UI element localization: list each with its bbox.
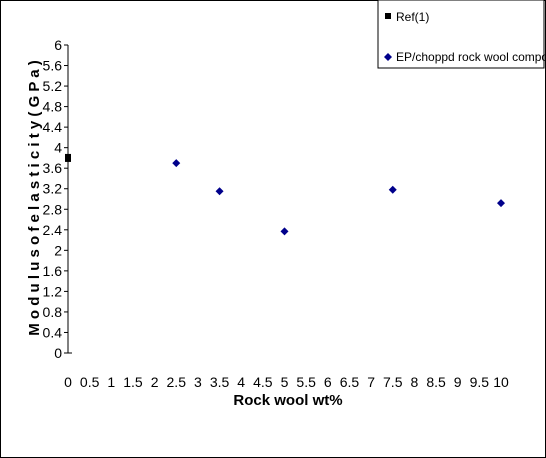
x-tick-label: 1.5	[123, 374, 143, 390]
x-tick-label: 4.5	[253, 374, 273, 390]
y-axis-title: M o d u l u s o f e l a s t i c i t y ( …	[26, 60, 43, 336]
x-tick-label: 0	[64, 374, 72, 390]
x-tick-label: 8	[411, 374, 419, 390]
legend-label-composite: EP/choppd rock wool composite	[396, 50, 546, 64]
y-tick-label: 4	[54, 140, 62, 156]
x-tick-label: 3	[194, 374, 202, 390]
legend-marker-composite	[384, 53, 392, 61]
legend-label-ref: Ref(1)	[396, 10, 429, 24]
x-ticks: 0 0.5 1 1.5 2 2.5 3 3.5 4 4.5 5 5.5 6 6.5 7 7.5 8 8.5 9 9.5…	[64, 374, 509, 390]
x-tick-label: 10	[493, 374, 509, 390]
x-tick-label: 8.5	[426, 374, 446, 390]
x-tick-label: 9	[454, 374, 462, 390]
x-tick-label: 9.5	[470, 374, 490, 390]
y-tick-label: 5.6	[43, 58, 63, 74]
y-tick-label: 5.2	[43, 78, 63, 94]
legend: Ref(1) EP/choppd rock wool composite	[377, 0, 546, 69]
x-tick-label: 3.5	[210, 374, 230, 390]
legend-marker-ref	[385, 13, 391, 19]
y-tick-label: 4.8	[43, 99, 63, 115]
y-tick-label: 4.4	[43, 119, 63, 135]
x-axis-title: Rock wool wt%	[233, 392, 342, 409]
x-tick-label: 6	[324, 374, 332, 390]
x-tick-label: 4	[237, 374, 245, 390]
axes	[67, 45, 72, 354]
x-tick-label: 7	[367, 374, 375, 390]
x-tick-label: 5.5	[296, 374, 316, 390]
y-ticks: 0 0.4 0.8 1.2 1.6 2 2.4 2.8 3.2 3.6 4 4.4 4.8 5.2 5.6 6	[43, 37, 68, 361]
x-tick-label: 0.5	[80, 374, 100, 390]
y-tick-label: 0	[54, 345, 62, 361]
data-point-composite	[280, 227, 289, 236]
y-tick-label: 0.4	[43, 324, 63, 340]
y-tick-label: 2.4	[43, 222, 63, 238]
legend-box	[377, 0, 545, 69]
x-tick-label: 1	[107, 374, 115, 390]
y-tick-label: 2.8	[43, 201, 63, 217]
data-point-composite	[172, 159, 181, 168]
data-points	[65, 153, 505, 236]
y-tick-label: 2	[54, 242, 62, 258]
data-point-ref	[65, 153, 71, 162]
y-tick-label: 6	[54, 37, 62, 53]
y-tick-label: 3.2	[43, 181, 63, 197]
x-tick-label: 2	[151, 374, 159, 390]
y-tick-label: 1.6	[43, 263, 63, 279]
data-point-composite	[388, 185, 397, 194]
x-tick-label: 5	[281, 374, 289, 390]
x-tick-label: 6.5	[340, 374, 360, 390]
data-point-composite	[215, 187, 224, 196]
data-point-composite	[497, 199, 505, 208]
y-tick-label: 3.6	[43, 160, 63, 176]
x-tick-label: 2.5	[167, 374, 187, 390]
y-tick-label: 0.8	[43, 304, 63, 320]
x-tick-label: 7.5	[383, 374, 403, 390]
y-tick-label: 1.2	[43, 283, 63, 299]
